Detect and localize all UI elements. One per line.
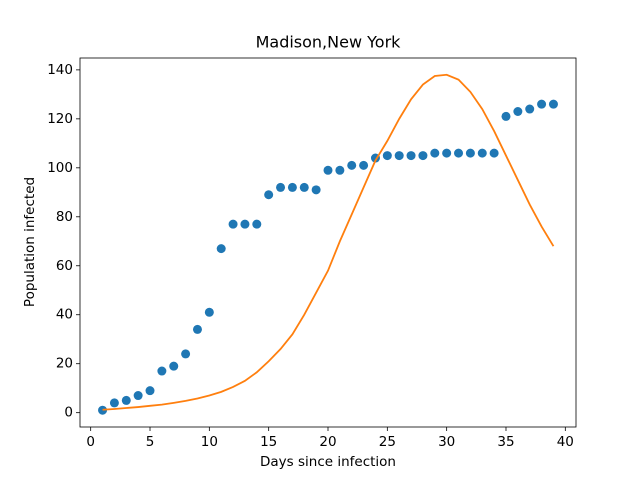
x-axis-label: Days since infection <box>260 454 396 470</box>
point <box>548 99 558 109</box>
point <box>430 148 440 158</box>
point <box>98 405 108 415</box>
x-tick-label: 15 <box>260 434 277 450</box>
point <box>525 104 535 114</box>
y-tick-label: 60 <box>56 258 73 274</box>
point <box>477 148 487 158</box>
point <box>169 361 179 371</box>
x-tick-label: 25 <box>379 434 396 450</box>
point <box>323 165 333 175</box>
y-tick-label: 0 <box>64 405 73 421</box>
point <box>109 398 119 408</box>
point <box>454 148 464 158</box>
point <box>442 148 452 158</box>
y-tick-label: 100 <box>47 160 73 176</box>
point <box>192 324 202 334</box>
x-tick-label: 5 <box>146 434 155 450</box>
point <box>216 244 226 254</box>
point <box>204 307 214 317</box>
point <box>252 219 262 229</box>
point <box>501 111 511 121</box>
x-tick-label: 10 <box>201 434 218 450</box>
y-tick-label: 120 <box>47 111 73 127</box>
point <box>121 395 131 405</box>
point <box>513 107 523 117</box>
point <box>382 151 392 161</box>
chart-title: Madison,New York <box>256 33 402 52</box>
point <box>145 386 155 396</box>
point <box>264 190 274 200</box>
point <box>418 151 428 161</box>
y-axis-label: Population infected <box>22 177 38 307</box>
x-tick-label: 30 <box>438 434 455 450</box>
y-tick-label: 140 <box>47 62 73 78</box>
point <box>537 99 547 109</box>
y-tick-label: 80 <box>56 209 73 225</box>
x-tick-label: 20 <box>319 434 336 450</box>
x-tick-label: 0 <box>86 434 95 450</box>
point <box>335 165 345 175</box>
point <box>276 182 286 192</box>
y-tick-label: 40 <box>56 307 73 323</box>
point <box>181 349 191 359</box>
y-tick-label: 20 <box>56 356 73 372</box>
point <box>157 366 167 376</box>
point <box>133 391 143 401</box>
plot-frame <box>79 57 577 428</box>
point <box>228 219 238 229</box>
x-tick-label: 35 <box>497 434 514 450</box>
point <box>299 182 309 192</box>
point <box>347 160 357 170</box>
point <box>465 148 475 158</box>
point <box>240 219 250 229</box>
line <box>102 73 555 411</box>
point <box>287 182 297 192</box>
x-tick-label: 40 <box>557 434 574 450</box>
point <box>311 185 321 195</box>
point <box>406 151 416 161</box>
point <box>489 148 499 158</box>
point <box>359 160 369 170</box>
point <box>394 151 404 161</box>
